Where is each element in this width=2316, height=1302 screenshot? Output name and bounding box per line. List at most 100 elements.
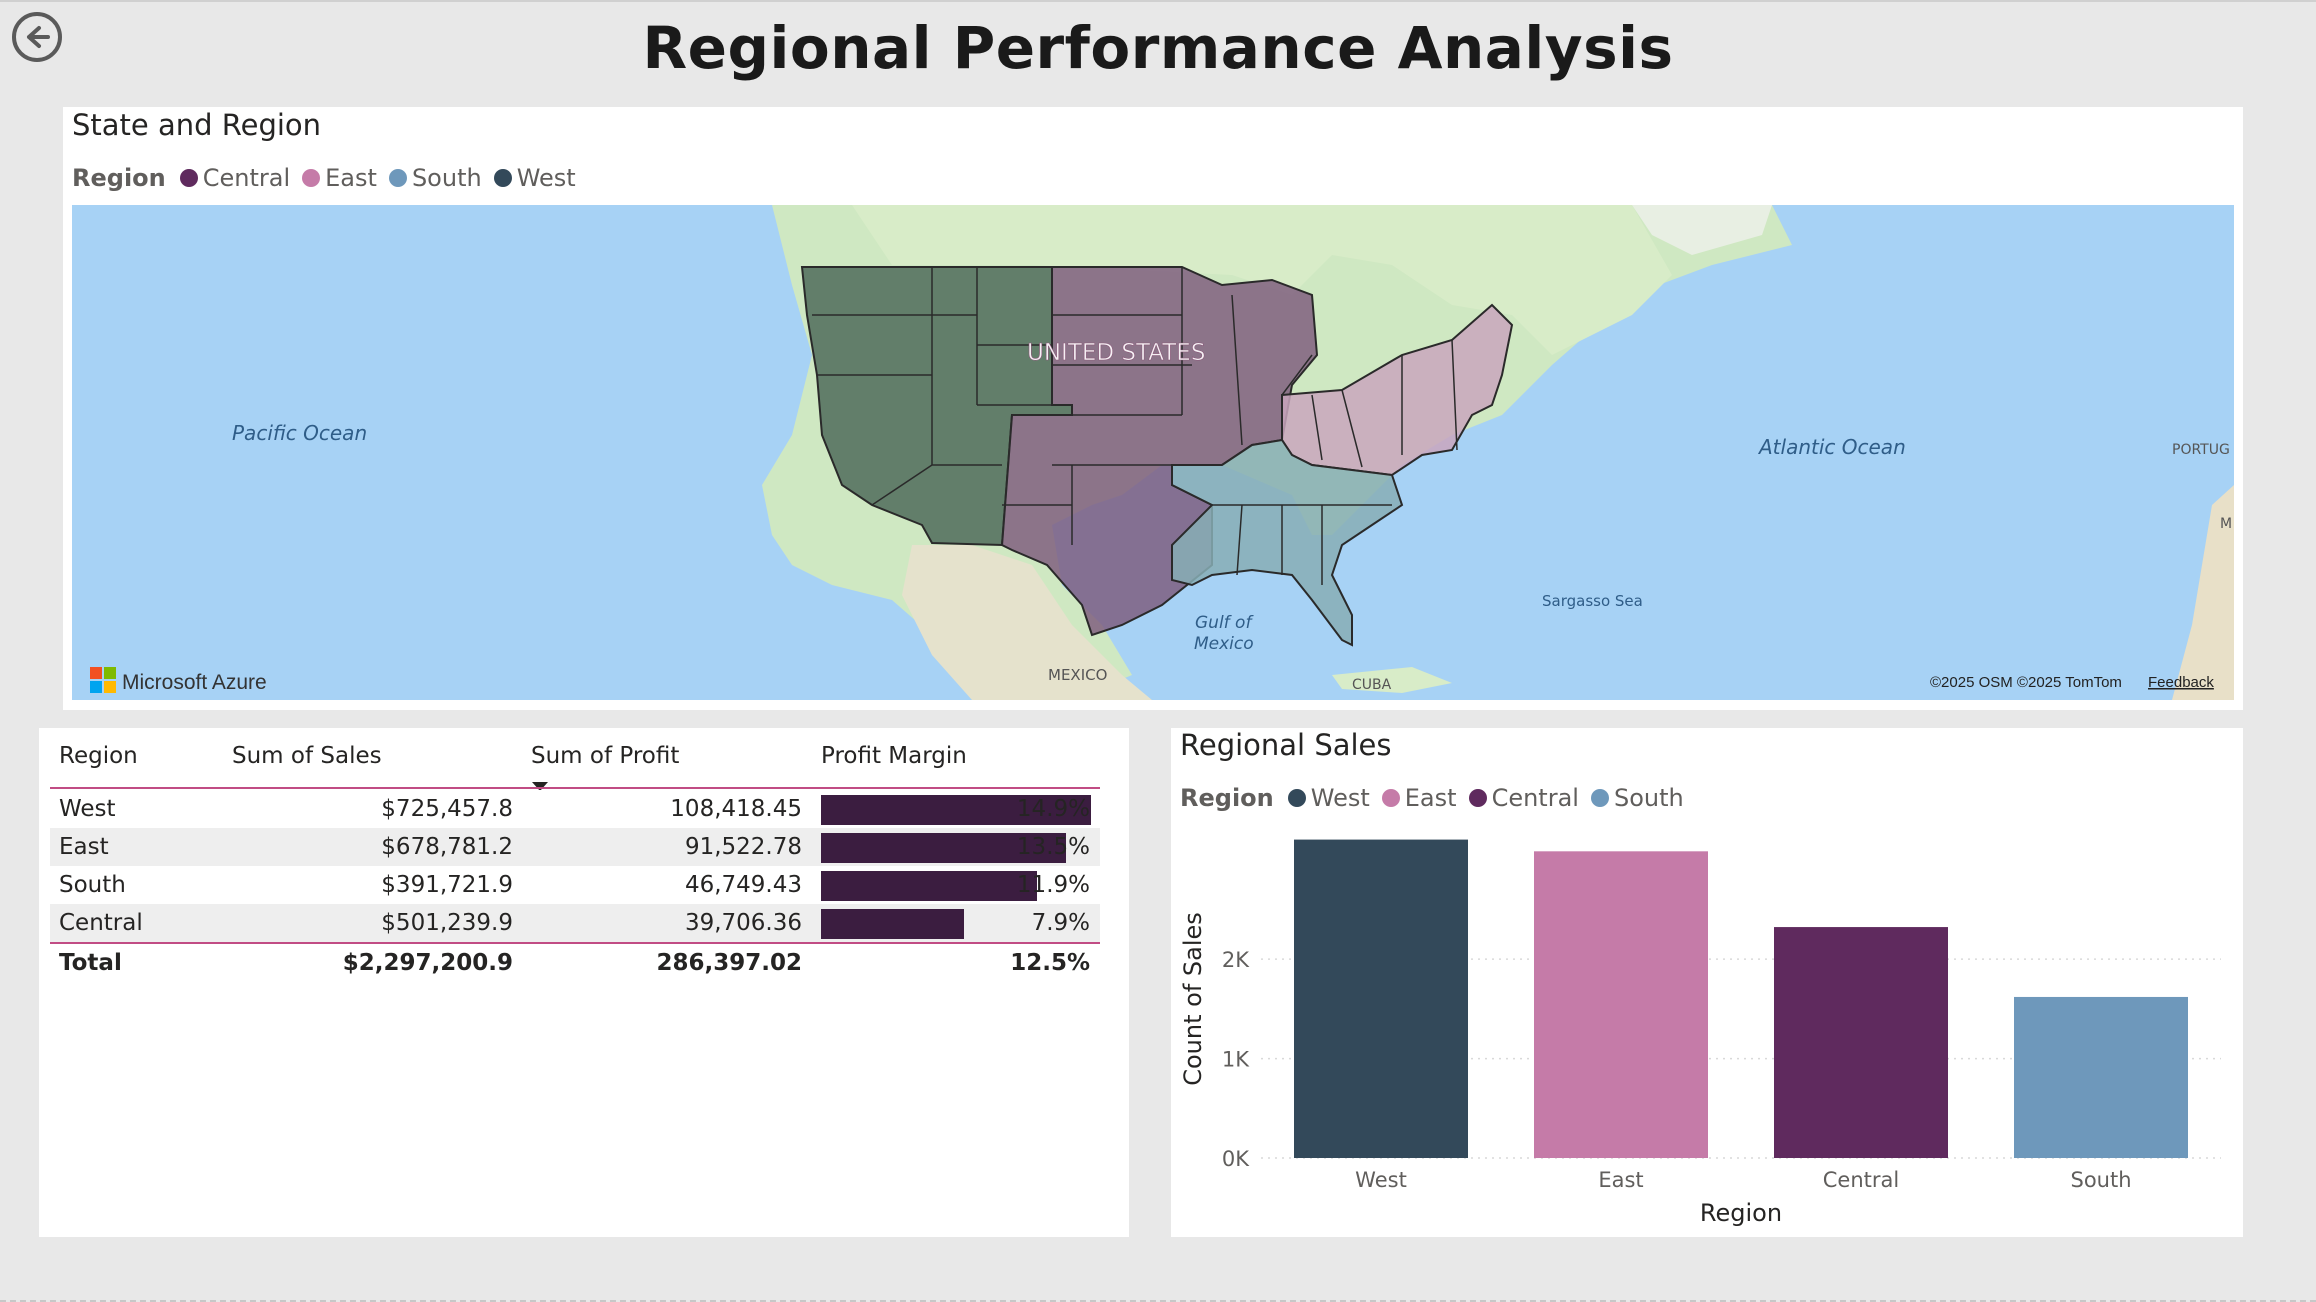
cell-margin: 11.9% (1016, 872, 1090, 898)
margin-bar (821, 871, 1037, 901)
chart-legend-item-south[interactable]: South (1590, 784, 1684, 812)
page-title: Regional Performance Analysis (642, 14, 1674, 82)
legend-dot (1590, 789, 1609, 807)
total-row: Total $2,297,200.9 286,397.02 12.5% (50, 944, 1100, 982)
table-row[interactable]: Central $501,239.9 39,706.36 7.9% (50, 904, 1100, 942)
legend-dot (302, 169, 321, 187)
map-label-atlantic: Atlantic Ocean (1757, 435, 1906, 459)
total-label: Total (59, 950, 122, 976)
map-provider: Microsoft Azure (122, 671, 267, 694)
map-legend-item-south[interactable]: South (388, 164, 482, 192)
map-label-country: UNITED STATES (1027, 340, 1205, 366)
cell-sales: $391,721.9 (381, 872, 513, 898)
map-legend-item-central[interactable]: Central (179, 164, 291, 192)
legend-dot (493, 169, 512, 187)
map-label-sargasso: Sargasso Sea (1542, 592, 1643, 610)
map-panel-title: State and Region (72, 108, 322, 142)
chart-legend-title: Region (1180, 784, 1274, 812)
table-row[interactable]: East $678,781.2 91,522.78 13.5% (50, 828, 1100, 866)
cell-region: Central (59, 910, 143, 936)
legend-label: South (411, 164, 482, 192)
cell-margin: 13.5% (1016, 834, 1090, 860)
legend-label: West (516, 164, 576, 192)
map-legend-title: Region (72, 164, 166, 192)
total-sales: $2,297,200.9 (342, 950, 513, 976)
mexico-land (902, 545, 1152, 700)
map-legend-item-west[interactable]: West (493, 164, 576, 192)
x-tick-label: East (1598, 1168, 1643, 1192)
legend-dot (179, 169, 198, 187)
region-map[interactable]: UNITED STATES Pacific Ocean Atlantic Oce… (72, 205, 2234, 700)
table-row[interactable]: West $725,457.8 108,418.45 14.9% (50, 790, 1100, 828)
cell-region: South (59, 872, 126, 898)
cell-region: East (59, 834, 109, 860)
map-label-pacific: Pacific Ocean (232, 421, 367, 445)
cuba-land (1332, 667, 1452, 693)
col-header-margin[interactable]: Profit Margin (821, 743, 967, 769)
map-canvas: UNITED STATES Pacific Ocean Atlantic Oce… (90, 205, 2234, 700)
top-border (0, 0, 2316, 2)
legend-label: East (325, 164, 377, 192)
bar-east[interactable] (1534, 851, 1708, 1158)
margin-bar (821, 833, 1066, 863)
x-tick-label: South (2070, 1168, 2131, 1192)
map-label-gulf-2: Mexico (1194, 634, 1254, 654)
map-feedback-link[interactable]: Feedback (2148, 674, 2214, 691)
sort-descending-icon (532, 782, 548, 791)
margin-bar (821, 909, 965, 939)
back-button[interactable] (12, 12, 62, 62)
bar-south[interactable] (2014, 996, 2188, 1158)
margin-bar (821, 795, 1091, 825)
bar-central[interactable] (1774, 927, 1948, 1158)
cell-sales: $725,457.8 (381, 796, 513, 822)
x-axis-title: Region (1700, 1199, 1782, 1227)
y-tick-label: 1K (1222, 1048, 1250, 1072)
cell-profit: 39,706.36 (684, 910, 802, 936)
cell-sales: $678,781.2 (381, 834, 513, 860)
cell-profit: 46,749.43 (684, 872, 802, 898)
total-margin: 12.5% (1010, 950, 1090, 976)
bottom-border (0, 1300, 2316, 1302)
bar-chart: 0K 1K 2K West East Central South Region Count of… (1179, 839, 2221, 1227)
y-axis-title: Count of Sales (1179, 912, 1207, 1086)
cell-region: West (59, 796, 116, 822)
bar-west[interactable] (1294, 839, 1468, 1158)
legend-label: South (1613, 784, 1684, 812)
total-divider (50, 942, 1100, 944)
table-header-row: Region Sum of Sales Sum of Profit Profit… (50, 737, 1100, 791)
x-tick-label: West (1355, 1168, 1407, 1192)
state-borders (812, 267, 1458, 585)
legend-label: Central (1491, 784, 1579, 812)
total-profit: 286,397.02 (656, 950, 802, 976)
col-header-sales[interactable]: Sum of Sales (232, 743, 382, 769)
map-legend: Region Central East South West (72, 164, 588, 192)
legend-label: West (1310, 784, 1370, 812)
microsoft-logo-icon (90, 667, 116, 693)
region-south[interactable] (1171, 438, 1404, 647)
header-divider (50, 787, 1100, 789)
cell-sales: $501,239.9 (381, 910, 513, 936)
cell-profit: 108,418.45 (670, 796, 802, 822)
legend-dot (1468, 789, 1487, 807)
legend-dot (1381, 789, 1400, 807)
x-tick-label: Central (1823, 1168, 1899, 1192)
arrow-left-icon (27, 26, 50, 48)
africa-land (2172, 485, 2234, 700)
map-legend-item-east[interactable]: East (302, 164, 377, 192)
col-header-profit[interactable]: Sum of Profit (531, 743, 680, 769)
map-label-portugal: PORTUG (2172, 442, 2230, 458)
legend-dot (388, 169, 407, 187)
chart-title: Regional Sales (1180, 728, 1392, 762)
map-label-mexico: MEXICO (1048, 666, 1107, 684)
legend-label: East (1404, 784, 1457, 812)
y-tick-label: 0K (1222, 1147, 1250, 1171)
legend-label: Central (202, 164, 291, 192)
col-header-region[interactable]: Region (59, 743, 138, 769)
chart-legend-item-central[interactable]: Central (1468, 784, 1579, 812)
greenland-land (1632, 205, 1772, 255)
map-label-morocco: M (2220, 516, 2232, 532)
chart-legend-item-west[interactable]: West (1287, 784, 1370, 812)
chart-legend-item-east[interactable]: East (1381, 784, 1457, 812)
table-row[interactable]: South $391,721.9 46,749.43 11.9% (50, 866, 1100, 904)
cell-margin: 14.9% (1016, 796, 1090, 822)
